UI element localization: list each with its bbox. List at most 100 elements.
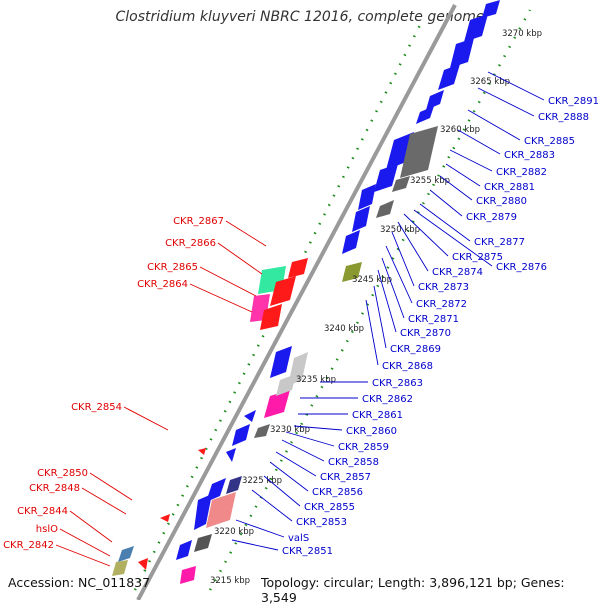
gene-label-ckr-2856[interactable]: CKR_2856 (312, 487, 363, 498)
gene-label-ckr-2848[interactable]: CKR_2848 (29, 483, 80, 494)
gene-label-ckr-2863[interactable]: CKR_2863 (372, 378, 423, 389)
gene-feature-ckr-2863[interactable] (264, 390, 290, 418)
connector-ckr-2865 (199, 266, 257, 297)
connector-ckr-2873 (391, 231, 415, 287)
gene-label-ckr-2876[interactable]: CKR_2876 (496, 262, 547, 273)
scale-label-3215-kbp: 3215 kbp (210, 576, 250, 586)
gene-feature-ckr-2888[interactable] (464, 14, 488, 42)
connector-ckr-2857 (275, 451, 317, 477)
gene-feature-ckr-2850[interactable] (160, 514, 170, 522)
gene-feature-ckr-2873[interactable] (352, 206, 370, 232)
gene-label-ckr-2844[interactable]: CKR_2844 (17, 506, 68, 517)
gene-feature-ckr-2891[interactable] (482, 0, 500, 18)
connector-ckr-2870 (377, 269, 397, 333)
topology-text: Topology: circular; Length: 3,896,121 bp… (261, 575, 565, 605)
gene-feature-ckr-2854[interactable] (198, 448, 206, 455)
gene-label-ckr-2871[interactable]: CKR_2871 (408, 314, 459, 325)
connector-ckr-2856 (269, 461, 309, 492)
gene-label-ckr-2885[interactable]: CKR_2885 (524, 136, 575, 147)
connector-ckr-2874 (397, 221, 429, 272)
gene-label-ckr-2858[interactable]: CKR_2858 (328, 457, 379, 468)
gene-feature-ckr-2874[interactable] (358, 184, 376, 210)
gene-label-ckr-2870[interactable]: CKR_2870 (400, 328, 451, 339)
gene-feature-ckr-2875[interactable] (376, 200, 394, 218)
gene-label-ckr-2869[interactable]: CKR_2869 (390, 344, 441, 355)
gene-feature-ckr-2877[interactable] (392, 176, 410, 192)
gene-feature-valS[interactable] (194, 534, 212, 552)
gene-feature-ckr-2876[interactable] (374, 164, 398, 192)
gene-label-vals[interactable]: valS (288, 533, 309, 544)
connector-ckr-2883 (457, 129, 501, 155)
gene-label-ckr-2868[interactable]: CKR_2868 (382, 361, 433, 372)
gene-label-ckr-2866[interactable]: CKR_2866 (165, 238, 216, 249)
gene-label-ckr-2842[interactable]: CKR_2842 (3, 540, 54, 551)
gene-feature-ckr-2844[interactable] (118, 546, 134, 562)
gene-label-ckr-2874[interactable]: CKR_2874 (432, 267, 483, 278)
connector-ckr-2860 (293, 425, 343, 431)
gene-feature-ckr-2842[interactable] (138, 558, 148, 570)
gene-label-ckr-2851[interactable]: CKR_2851 (282, 546, 333, 557)
connector-ckr-2866 (217, 242, 263, 275)
gene-label-ckr-2882[interactable]: CKR_2882 (496, 167, 547, 178)
gene-label-ckr-2877[interactable]: CKR_2877 (474, 237, 525, 248)
gene-label-ckr-2891[interactable]: CKR_2891 (548, 96, 599, 107)
gene-feature-ckr-2857[interactable] (206, 492, 236, 528)
gene-label-ckr-2880[interactable]: CKR_2880 (476, 196, 527, 207)
gene-label-ckr-2881[interactable]: CKR_2881 (484, 182, 535, 193)
gene-feature-ckr-2855[interactable] (206, 478, 226, 502)
gene-feature-ckr-2882[interactable] (426, 90, 444, 110)
connector-ckr-2880 (439, 175, 473, 201)
gene-feature-ckr-2858[interactable] (180, 566, 196, 584)
gene-feature-ckr-2864b[interactable] (260, 304, 282, 330)
gene-feature-ckr-2869[interactable] (270, 346, 292, 378)
gene-label-ckr-2875[interactable]: CKR_2875 (452, 252, 503, 263)
gene-feature-ckr-2859[interactable] (226, 448, 236, 462)
gene-label-ckr-2864[interactable]: CKR_2864 (137, 279, 188, 290)
gene-feature-ckr-2872[interactable] (342, 230, 360, 254)
gene-label-ckr-2862[interactable]: CKR_2862 (362, 394, 413, 405)
gene-label-ckr-2867[interactable]: CKR_2867 (173, 216, 224, 227)
gene-feature-ckr-2862[interactable] (254, 424, 270, 438)
gene-feature-ckr-2885[interactable] (450, 38, 474, 68)
gene-feature-hslo[interactable] (112, 560, 128, 576)
gene-label-ckr-2888[interactable]: CKR_2888 (538, 112, 589, 123)
gene-feature-ckr-2870[interactable] (288, 352, 308, 386)
scale-label-3225-kbp: 3225 kbp (242, 476, 282, 486)
gene-feature-ckr-2860[interactable] (232, 424, 250, 446)
gene-label-ckr-2865[interactable]: CKR_2865 (147, 262, 198, 273)
gene-feature-ckr-2853[interactable] (194, 494, 212, 530)
gene-label-ckr-2857[interactable]: CKR_2857 (320, 472, 371, 483)
gene-feature-ckr-2879[interactable] (386, 132, 414, 170)
gene-feature-ckr-2883[interactable] (438, 64, 460, 90)
connector-ckr-2871 (381, 257, 405, 319)
gene-label-ckr-2859[interactable]: CKR_2859 (338, 442, 389, 453)
gene-feature-ckr-2881[interactable] (416, 106, 434, 124)
gene-label-ckr-2855[interactable]: CKR_2855 (304, 502, 355, 513)
connector-ckr-2872 (385, 245, 413, 304)
minus-strand-labels: CKR_2891 CKR_2888 CKR_2885 CKR_2883 CKR_2882… (231, 71, 599, 557)
gene-feature-ckr-2871[interactable] (342, 262, 362, 282)
gene-label-ckr-2861[interactable]: CKR_2861 (352, 410, 403, 421)
connector-ckr-2859 (285, 431, 335, 447)
gene-label-ckr-2854[interactable]: CKR_2854 (71, 402, 122, 413)
connector-ckr-2867 (225, 220, 267, 247)
gene-label-ckr-2860[interactable]: CKR_2860 (346, 426, 397, 437)
gene-label-hslo[interactable]: hslO (36, 524, 58, 535)
gene-feature-ckr-2856[interactable] (226, 476, 242, 494)
gene-feature-ckr-2880[interactable] (400, 126, 438, 178)
gene-label-ckr-2872[interactable]: CKR_2872 (416, 299, 467, 310)
plus-strand-labels: CKR_2867 CKR_2866 CKR_2865 CKR_2864 CKR_2854… (3, 216, 267, 567)
connector-ckr-2879 (429, 189, 463, 217)
gene-feature-ckr-2867[interactable] (288, 258, 308, 278)
gene-label-ckr-2850[interactable]: CKR_2850 (37, 468, 88, 479)
gene-label-ckr-2853[interactable]: CKR_2853 (296, 517, 347, 528)
gene-label-ckr-2883[interactable]: CKR_2883 (504, 150, 555, 161)
connector-ckr-2876 (413, 209, 493, 267)
gene-feature-ckr-2861[interactable] (244, 410, 256, 422)
gene-feature-ckr-2864[interactable] (270, 276, 296, 306)
gene-feature-ckr-2851[interactable] (176, 540, 192, 560)
gene-label-ckr-2873[interactable]: CKR_2873 (418, 282, 469, 293)
gene-label-ckr-2879[interactable]: CKR_2879 (466, 212, 517, 223)
accession-text: Accession: NC_011837 (8, 575, 151, 590)
connector-ckr-2881 (445, 163, 481, 187)
